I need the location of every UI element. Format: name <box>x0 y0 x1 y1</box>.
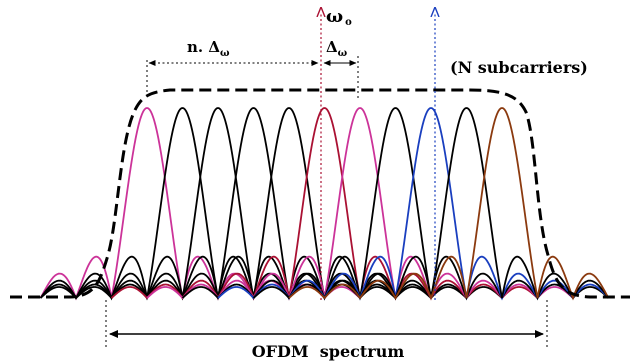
subcarrier-11 <box>288 107 610 301</box>
spacing-label: Δω <box>326 38 348 59</box>
subcarrier-1 <box>39 107 361 301</box>
subcarrier-10 <box>252 107 610 301</box>
subcarrier-9 <box>217 107 610 301</box>
subcarrier-2 <box>39 107 397 301</box>
spectrum-envelope <box>10 88 630 299</box>
subcarrier-3 <box>39 107 432 301</box>
spectrum-label: OFDM spectrum <box>252 342 405 361</box>
spacing-multiple-label: n. Δω <box>187 38 230 59</box>
subcarrier-count-label: (N subcarriers) <box>450 58 588 77</box>
